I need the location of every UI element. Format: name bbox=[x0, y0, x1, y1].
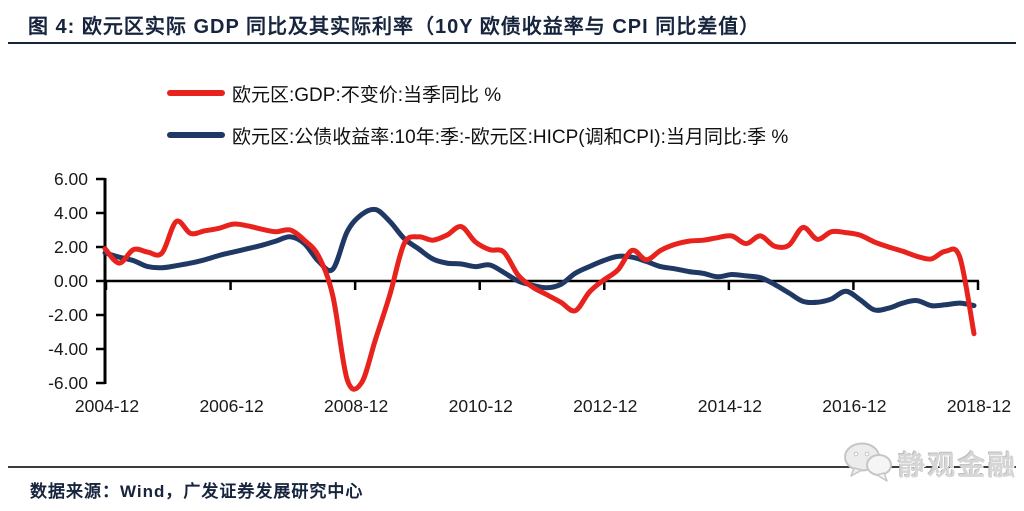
x-tick-label: 2018-12 bbox=[947, 396, 1011, 416]
real-rate-line-label: 欧元区:公债收益率:10年:季:-欧元区:HICP(调和CPI):当月同比:季 … bbox=[232, 126, 789, 148]
gdp-line-label: 欧元区:GDP:不变价:当季同比 % bbox=[232, 84, 502, 106]
x-tick-label: 2016-12 bbox=[822, 396, 886, 416]
y-tick-label: 2.00 bbox=[54, 237, 88, 257]
real-rate-line-swatch bbox=[167, 132, 225, 138]
y-tick-label: -6.00 bbox=[48, 373, 88, 393]
x-tick-label: 2012-12 bbox=[573, 396, 637, 416]
title-divider bbox=[8, 42, 1016, 44]
y-tick-label: -2.00 bbox=[48, 305, 88, 325]
gdp-yoy-line bbox=[102, 218, 977, 392]
x-tick-label: 2008-12 bbox=[324, 396, 388, 416]
x-tick-label: 2004-12 bbox=[75, 396, 139, 416]
data-source-note: 数据来源：Wind，广发证券发展研究中心 bbox=[30, 482, 364, 501]
legend-item-real-rate: 欧元区:公债收益率:10年:季:-欧元区:HICP(调和CPI):当月同比:季 … bbox=[167, 123, 789, 148]
y-tick-label: 4.00 bbox=[54, 203, 88, 223]
footer-divider bbox=[8, 466, 1016, 468]
watermark-text: 静观金融 bbox=[898, 450, 1018, 481]
watermark: 静观金融 bbox=[842, 441, 1018, 485]
x-tick-label: 2014-12 bbox=[698, 396, 762, 416]
real-rate-line bbox=[102, 206, 977, 313]
gdp-line-swatch bbox=[167, 90, 225, 96]
x-tick-label: 2010-12 bbox=[449, 396, 513, 416]
y-tick-label: -4.00 bbox=[48, 339, 88, 359]
legend-item-gdp: 欧元区:GDP:不变价:当季同比 % bbox=[167, 81, 788, 106]
chart-title: 图 4: 欧元区实际 GDP 同比及其实际利率（10Y 欧债收益率与 CPI 同… bbox=[28, 16, 761, 38]
y-tick-label: 6.00 bbox=[54, 169, 88, 189]
y-tick-label: 0.00 bbox=[54, 271, 88, 291]
wechat-bubbles-icon bbox=[844, 442, 892, 482]
x-tick-label: 2006-12 bbox=[199, 396, 263, 416]
chart-legend: 欧元区:GDP:不变价:当季同比 % 欧元区:公债收益率:10年:季:-欧元区:… bbox=[167, 81, 788, 165]
